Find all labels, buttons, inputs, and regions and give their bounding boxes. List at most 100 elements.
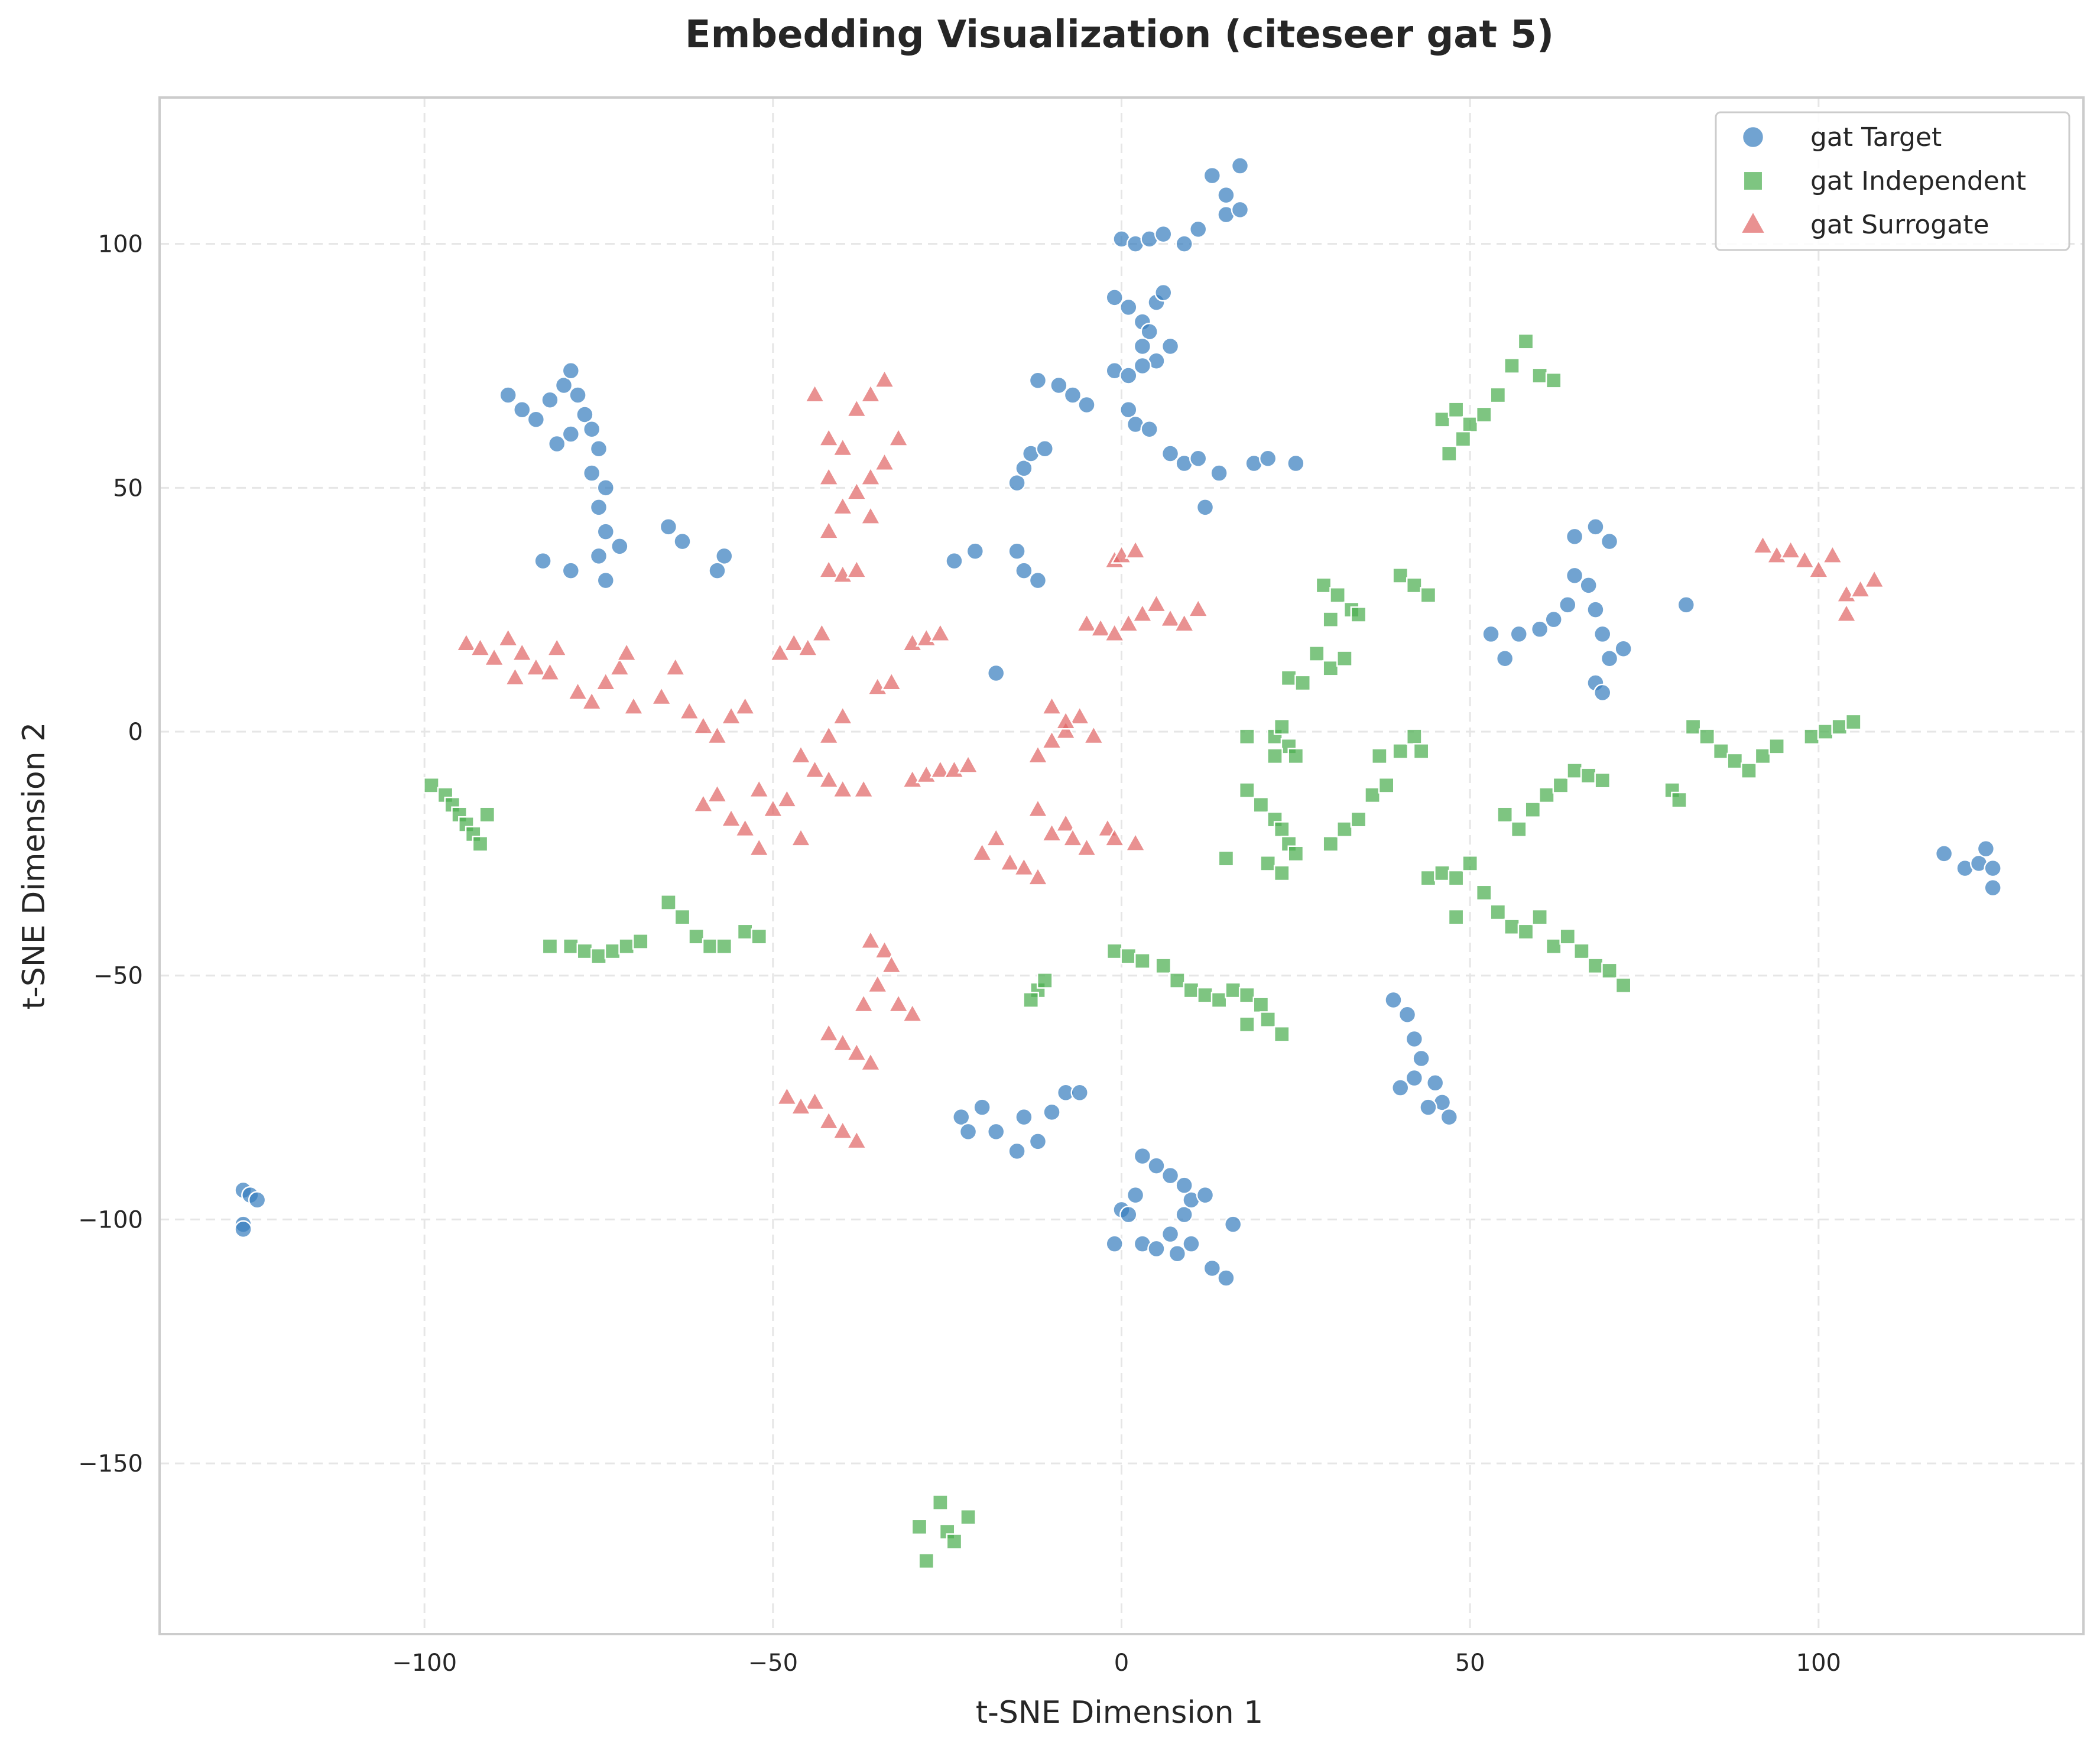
data-point-circle [1565,527,1584,546]
data-point-square [1447,401,1465,418]
data-point-square [1378,777,1395,794]
data-point-triangle [748,778,770,798]
data-point-square [1252,996,1270,1014]
data-point-triangle [734,817,757,837]
data-point-triangle [790,827,812,847]
data-point-triangle [874,368,895,388]
x-tick-label: −100 [392,1649,457,1677]
data-point-circle [1161,1166,1180,1185]
data-point-square [1308,645,1325,662]
data-point-triangle [817,519,840,540]
legend: gat Target gat Independent gat Surrogate [1715,111,2070,251]
data-point-triangle [804,1090,826,1110]
data-point-circle [1063,386,1082,404]
data-point-square [1322,836,1339,852]
data-point-circle [1133,337,1152,356]
data-point-triangle [845,1041,868,1061]
data-point-circle [1028,571,1047,590]
data-point-triangle [539,661,561,681]
data-point-circle [561,561,580,580]
data-point-square [423,777,440,794]
data-point-triangle [852,993,875,1013]
data-point-circle [499,386,517,404]
y-tick-label: 50 [113,475,143,502]
legend-label: gat Independent [1810,166,2026,196]
data-point-square [932,1494,949,1511]
data-point-circle [561,361,580,380]
data-point-circle [1565,566,1584,585]
data-point-circle [1175,235,1193,253]
data-point-triangle [832,705,854,725]
data-point-triangle [1103,622,1126,642]
data-point-triangle [971,842,993,862]
data-point-square [1225,982,1242,999]
data-point-circle [554,376,573,395]
data-point-square [1803,728,1820,745]
data-point-triangle [1082,725,1105,745]
data-point-triangle [1027,798,1049,818]
data-point-circle [673,532,692,551]
data-point-square [1601,962,1618,979]
data-point-square [1273,821,1290,837]
data-point-square [1566,762,1583,779]
data-point-square [1155,957,1172,975]
data-point-circle [1119,298,1138,317]
x-axis-ticks: −100 −50 0 50 100 [392,1649,1841,1677]
data-point-triangle [887,427,910,447]
data-point-circle [1133,1147,1152,1165]
y-tick-label: 0 [128,719,143,746]
data-point-square [1524,801,1541,818]
data-point-square [1845,713,1862,730]
data-point-circle [1976,839,1995,858]
data-point-circle [561,425,580,443]
data-point-square [1447,908,1465,926]
data-point-triangle [567,681,589,700]
data-point-circle [1544,610,1563,629]
data-point-square [1371,748,1388,765]
data-point-circle [1203,166,1222,185]
data-point-square [1218,850,1235,867]
data-point-circle [1119,1205,1138,1224]
data-point-triangle [1124,539,1147,559]
data-point-square [1392,567,1409,584]
data-point-circle [589,547,608,566]
data-point-circle [1119,366,1138,385]
data-point-square [1831,718,1848,735]
data-point-square [1238,1016,1255,1033]
data-point-circle [1495,649,1514,668]
data-point-triangle [817,427,840,447]
data-point-circle [966,542,985,560]
data-point-circle [1036,440,1054,458]
data-point-triangle [832,495,854,515]
data-point-triangle [1041,822,1063,842]
data-point-square [1273,718,1290,735]
data-point-square [660,894,677,911]
data-point-circle [1593,625,1612,644]
data-point-triangle [1780,539,1802,559]
data-point-triangle [817,466,840,486]
data-point-circle [1070,1083,1089,1102]
data-point-square [1169,972,1186,989]
data-point-triangle [957,754,979,774]
data-point-square [1545,372,1562,389]
data-point-circle [1223,1215,1242,1233]
data-point-triangle [469,637,491,657]
data-point-triangle [1863,569,1885,589]
data-point-square [1106,943,1123,960]
data-point-square [1531,367,1548,384]
data-point-circle [1043,1103,1061,1122]
data-points [234,157,2002,1570]
data-point-triangle [776,1086,798,1106]
data-point-triangle [1807,558,1830,579]
data-point-circle [582,464,601,482]
data-point-circle [1015,561,1033,580]
series-circle [234,157,2002,1287]
data-point-circle [1140,420,1158,439]
data-point-circle [1050,376,1068,395]
data-point-triangle [762,798,784,818]
data-point-triangle [546,637,568,657]
data-point-square [1489,904,1507,921]
data-point-square [1504,918,1520,936]
data-point-square [1183,982,1200,999]
x-tick-label: 0 [1114,1649,1129,1677]
